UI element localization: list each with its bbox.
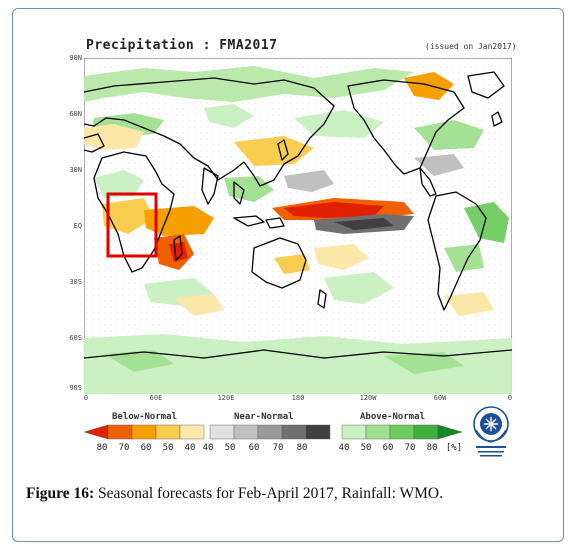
issued-date: (issued on Jan2017) bbox=[425, 42, 517, 51]
lon-label: 60E bbox=[149, 394, 163, 402]
legend-below-value: 70 bbox=[118, 443, 130, 453]
lon-label: 120W bbox=[359, 394, 377, 402]
lon-label: 180 bbox=[291, 394, 305, 402]
below-normal-areas bbox=[84, 72, 494, 316]
caption-label: Figure 16: bbox=[26, 485, 95, 502]
legend-above-value: 80 bbox=[426, 443, 438, 453]
legend-near-value: 50 bbox=[224, 443, 236, 453]
legend-near-swatch bbox=[209, 424, 235, 440]
legend-below-value: 80 bbox=[96, 443, 108, 453]
coastlines bbox=[84, 71, 512, 359]
lat-label: 30S bbox=[69, 278, 82, 286]
legend-above-swatch bbox=[437, 424, 463, 440]
legend-below-swatch bbox=[155, 424, 181, 440]
lon-label: 60W bbox=[433, 394, 447, 402]
legend-above-swatch bbox=[341, 424, 367, 440]
legend-near-value: 80 bbox=[296, 443, 308, 453]
legend-near-bar bbox=[209, 424, 331, 440]
legend-above-value: 60 bbox=[382, 443, 394, 453]
legend-near-swatch bbox=[281, 424, 307, 440]
figure-frame bbox=[12, 8, 564, 542]
legend-below-value: 40 bbox=[184, 443, 196, 453]
lat-label: 30N bbox=[69, 166, 82, 174]
legend-below-swatch bbox=[107, 424, 133, 440]
legend-above-swatch bbox=[365, 424, 391, 440]
legend-below-swatch bbox=[131, 424, 157, 440]
precipitation-map bbox=[84, 58, 512, 394]
lat-label: 60N bbox=[69, 110, 82, 118]
legend-near-title: Near-Normal bbox=[234, 412, 294, 422]
caption-text: Seasonal forecasts for Feb-April 2017, R… bbox=[98, 485, 443, 502]
legend-above-title: Above-Normal bbox=[360, 412, 426, 422]
legend-near-value: 40 bbox=[202, 443, 214, 453]
legend-below-bar bbox=[83, 424, 205, 440]
legend-above-bar bbox=[341, 424, 463, 440]
wmo-emblem-icon bbox=[473, 406, 509, 457]
legend-below-title: Below-Normal bbox=[112, 412, 178, 422]
lon-label: 120E bbox=[217, 394, 235, 402]
legend-above-value: 40 bbox=[338, 443, 350, 453]
legend-below-value: 50 bbox=[162, 443, 174, 453]
legend-below-swatch bbox=[83, 424, 109, 440]
lat-label: EQ bbox=[73, 222, 82, 230]
lat-label: 60S bbox=[69, 334, 82, 342]
lon-label: 0 bbox=[83, 394, 89, 402]
map-title: Precipitation : FMA2017 bbox=[86, 38, 278, 53]
near-normal-areas bbox=[284, 154, 464, 234]
legend-above-value: 70 bbox=[404, 443, 416, 453]
legend-near-value: 70 bbox=[272, 443, 284, 453]
legend-unit: [%] bbox=[445, 443, 463, 453]
legend-above-swatch bbox=[413, 424, 439, 440]
lat-label: 90N bbox=[69, 54, 82, 62]
above-normal-areas bbox=[84, 66, 512, 394]
legend-above-value: 50 bbox=[360, 443, 372, 453]
legend-below-swatch bbox=[179, 424, 205, 440]
highlight-box bbox=[106, 192, 158, 258]
legend-near-swatch bbox=[305, 424, 331, 440]
legend-above-swatch bbox=[389, 424, 415, 440]
legend-near-swatch bbox=[257, 424, 283, 440]
legend-below-value: 60 bbox=[140, 443, 152, 453]
legend-near-swatch bbox=[233, 424, 259, 440]
lon-label: 0 bbox=[507, 394, 513, 402]
lat-label: 90S bbox=[69, 384, 82, 392]
legend-colorbar bbox=[83, 424, 463, 440]
legend-near-value: 60 bbox=[248, 443, 260, 453]
figure-caption: Figure 16: Seasonal forecasts for Feb-Ap… bbox=[26, 485, 443, 503]
